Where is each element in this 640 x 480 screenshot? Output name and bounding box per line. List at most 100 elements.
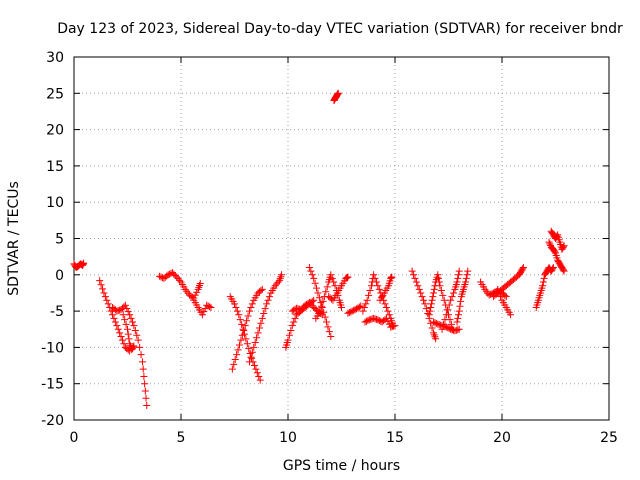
data-point [117,333,125,341]
data-point [410,271,418,279]
data-point [462,278,470,286]
data-point [130,342,138,350]
data-point [141,387,149,395]
data-point [539,282,547,290]
data-point [388,273,396,281]
data-point [255,324,263,332]
x-tick-label: 10 [279,430,297,446]
data-point [378,293,386,301]
data-point [546,240,554,248]
data-point [96,277,104,285]
data-point [99,285,107,293]
data-point [391,322,399,330]
data-point [367,282,375,290]
data-point [545,238,553,246]
y-tick-label: 15 [46,159,64,175]
data-point [344,273,352,281]
data-point [278,271,286,279]
data-point [110,314,118,322]
data-point [384,307,392,315]
series-arc-6 [190,296,215,319]
data-point [560,267,568,275]
data-point [116,329,124,337]
data-point [430,331,438,339]
data-point [347,308,355,316]
series-arc-13 [312,271,345,322]
x-tick-label: 20 [493,430,511,446]
data-point [455,267,463,275]
data-point [319,297,327,305]
data-point [129,343,137,351]
data-point [445,325,453,333]
data-point [362,300,370,308]
data-point [313,284,321,292]
data-point [284,336,292,344]
data-point [381,300,389,308]
data-point [114,325,122,333]
data-point [455,307,463,315]
data-point [252,365,260,373]
data-point [316,307,324,315]
data-point [372,278,380,286]
data-point [436,282,444,290]
data-point [327,333,335,341]
data-point [109,311,117,319]
data-point [130,322,138,330]
data-point [239,325,247,333]
data-point [250,343,258,351]
data-point [427,303,435,311]
data-point [168,269,176,277]
data-point [310,296,318,304]
series-arc-24 [453,267,472,326]
data-point [559,243,567,251]
series-arc-26 [494,285,515,319]
data-point [257,319,265,327]
data-point [206,303,214,311]
series-arc-29 [547,227,568,253]
data-point [156,272,164,280]
data-point [264,296,272,304]
x-tick-label: 5 [177,430,186,446]
data-point [124,330,132,338]
data-point [126,311,134,319]
data-point [351,306,359,314]
data-point [412,278,420,286]
data-point [434,271,442,279]
data-point [425,311,433,319]
data-point [138,358,146,366]
data-point [428,296,436,304]
data-point [322,288,330,296]
y-tick-label: 10 [46,195,64,211]
data-point [455,325,463,333]
data-point [231,356,239,363]
series-arc-27 [489,264,527,301]
data-point [314,289,322,297]
data-point [305,298,313,306]
data-point [251,339,259,347]
data-point [238,320,246,328]
data-point [298,304,306,312]
data-point [519,264,527,272]
data-point [193,288,201,296]
data-point [549,264,557,272]
data-point [290,318,298,326]
data-point [122,320,130,328]
data-point [553,232,561,240]
data-point [364,317,372,325]
data-point [260,310,268,318]
data-point [131,326,139,334]
data-point [431,333,439,341]
data-point [176,276,184,284]
data-point [288,322,296,330]
data-point [417,289,425,297]
data-point [431,319,439,327]
data-point [136,343,144,351]
data-point [442,311,450,319]
data-point [123,304,131,312]
data-point [80,259,88,267]
data-point [359,307,367,315]
data-point [307,300,315,308]
data-point [444,306,452,314]
data-point [274,278,282,286]
data-point [173,273,181,281]
